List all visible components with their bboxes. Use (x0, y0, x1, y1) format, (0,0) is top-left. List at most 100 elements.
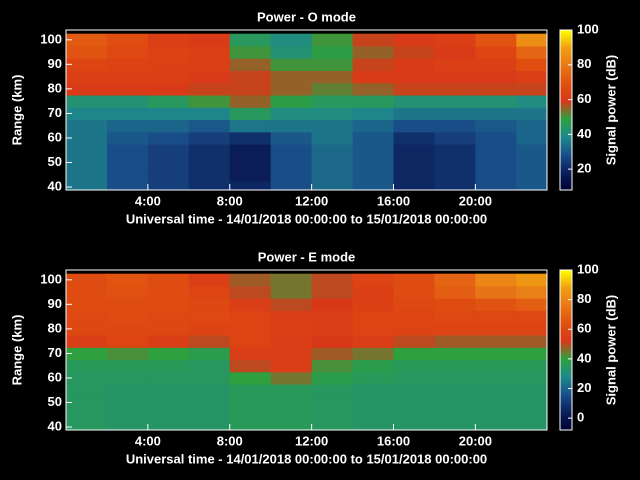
heat-cell (66, 45, 108, 59)
x-axis-label: Universal time - 14/01/2018 00:00:00 to … (126, 211, 487, 226)
heat-cell (66, 298, 108, 311)
heat-cell (311, 359, 354, 373)
colorbar-tick-label: 40 (577, 126, 591, 141)
heat-cell (516, 168, 547, 182)
heat-cell (188, 347, 231, 361)
heat-cell (229, 347, 272, 361)
heat-cell (147, 384, 190, 397)
heat-cell (270, 347, 313, 361)
heat-cell (270, 273, 313, 287)
heat-cell (311, 95, 354, 108)
heat-cell (352, 273, 394, 287)
x-tick-label: 16:00 (377, 433, 410, 448)
heat-cell (393, 156, 435, 170)
heat-cell (311, 119, 354, 133)
heat-cell (270, 408, 313, 422)
heat-cell (393, 107, 435, 121)
heat-cell (188, 70, 231, 84)
heat-cell (434, 408, 476, 422)
heat-cell (66, 33, 108, 47)
heat-cell (311, 335, 354, 348)
heat-cell (229, 144, 272, 157)
heat-cell (270, 70, 313, 84)
heat-cell (188, 131, 231, 145)
heat-cell (66, 310, 108, 324)
heat-cell (352, 347, 394, 361)
heat-cell (188, 359, 231, 373)
heat-cell (516, 95, 547, 108)
heat-cell (270, 180, 313, 190)
heat-cell (434, 70, 476, 84)
y-tick-label: 40 (48, 418, 62, 433)
heat-cell (352, 310, 394, 324)
heat-cell (270, 45, 313, 59)
heat-cell (270, 131, 313, 145)
heat-cell (66, 285, 108, 299)
heat-cell (352, 119, 394, 133)
colorbar-tick-label: 100 (577, 21, 599, 36)
heat-cell (66, 335, 108, 348)
heat-cell (434, 322, 476, 336)
x-tick-label: 4:00 (135, 193, 161, 208)
heat-cell (393, 371, 435, 385)
heat-cell (188, 95, 231, 108)
heat-cell (229, 58, 272, 71)
plot-frame (65, 269, 548, 431)
heat-cell (393, 359, 435, 373)
heat-cell (434, 384, 476, 397)
heat-cell (270, 82, 313, 96)
colorbar (559, 269, 573, 431)
heat-cell (270, 285, 313, 299)
heat-cell (229, 285, 272, 299)
heat-cell (229, 45, 272, 59)
heat-cell (66, 82, 108, 96)
heat-cell (106, 322, 149, 336)
heat-cell (229, 95, 272, 108)
heat-cell (516, 371, 547, 385)
heat-cell (270, 420, 313, 430)
heat-cell (147, 285, 190, 299)
heat-cell (516, 180, 547, 190)
heat-cell (270, 384, 313, 397)
heat-cell (106, 335, 149, 348)
heat-cell (516, 335, 547, 348)
heat-cell (229, 273, 272, 287)
heat-cell (311, 310, 354, 324)
heat-cell (66, 95, 108, 108)
y-axis-label: Range (km) (9, 315, 24, 386)
heat-cell (352, 131, 394, 145)
heat-cell (434, 45, 476, 59)
heat-cell (229, 168, 272, 182)
heat-cell (311, 144, 354, 157)
heat-cell (352, 144, 394, 157)
colorbar-tick-label: 40 (577, 350, 591, 365)
x-tick-label: 20:00 (459, 433, 492, 448)
heat-cell (270, 359, 313, 373)
heat-cell (434, 180, 476, 190)
heat-cell (106, 371, 149, 385)
heat-cell (106, 273, 149, 287)
heat-cell (393, 95, 435, 108)
heat-cell (516, 322, 547, 336)
heat-cell (352, 107, 394, 121)
heat-cell (311, 156, 354, 170)
heat-cell (475, 310, 517, 324)
heat-cell (229, 335, 272, 348)
heat-cell (66, 384, 108, 397)
heat-cell (106, 420, 149, 430)
heat-cell (229, 371, 272, 385)
heat-cell (475, 119, 517, 133)
heat-cell (434, 58, 476, 71)
y-tick-label: 50 (48, 394, 62, 409)
heat-cell (516, 420, 547, 430)
colorbar-tick-label: 0 (577, 410, 584, 425)
heat-cell (393, 322, 435, 336)
heat-cell (393, 298, 435, 311)
heat-cell (434, 168, 476, 182)
heat-cell (66, 180, 108, 190)
heat-cell (393, 58, 435, 71)
heat-cell (270, 298, 313, 311)
heat-cell (229, 310, 272, 324)
heat-cell (229, 70, 272, 84)
heat-cell (475, 384, 517, 397)
